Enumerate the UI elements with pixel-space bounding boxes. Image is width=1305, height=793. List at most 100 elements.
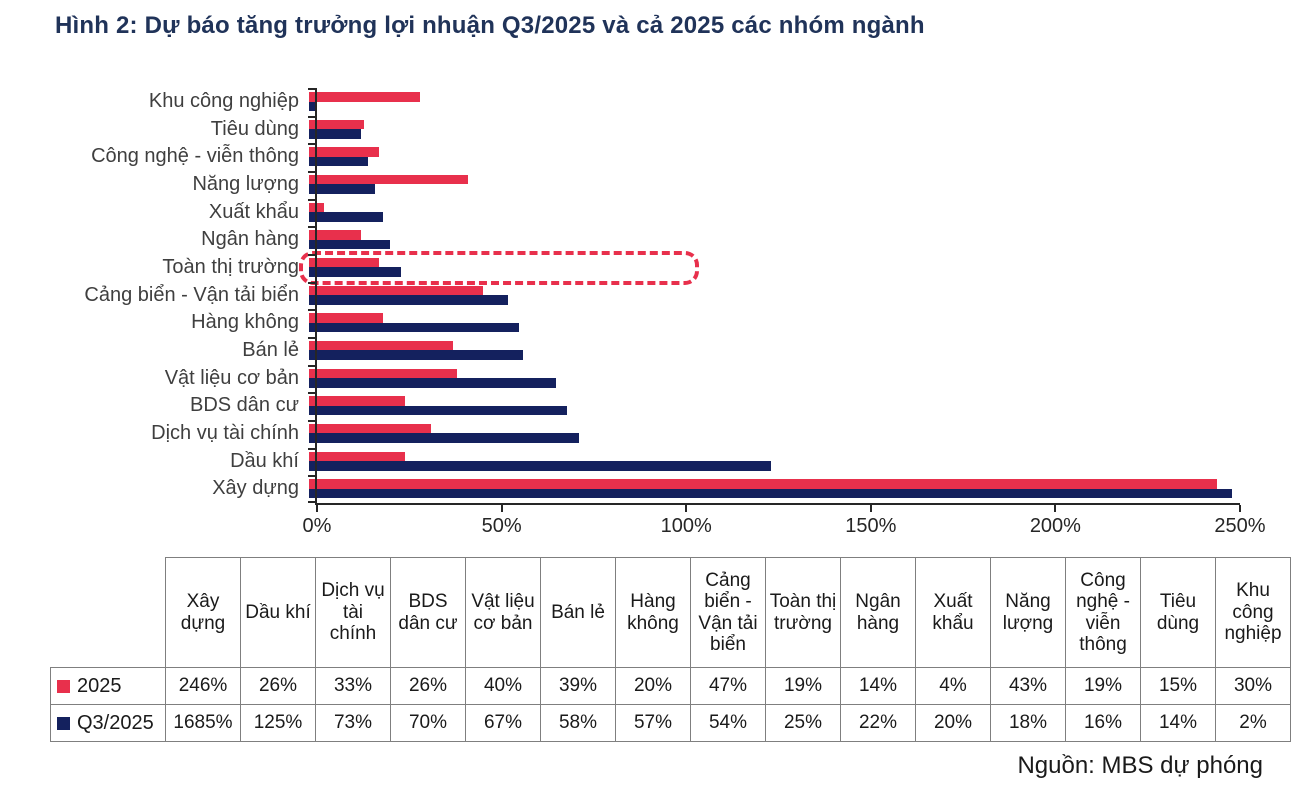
bar-group [309,199,1250,227]
table-value-cell: 18% [990,704,1066,742]
table-value-cell: 40% [465,667,541,705]
category-label: Hàng không [191,311,299,334]
category-label: Xuất khẩu [208,200,299,223]
category-label: Dịch vụ tài chính [151,421,299,444]
table-value-cell: 14% [840,667,916,705]
table-value-cell: 47% [690,667,766,705]
bar-q3-2025 [309,239,391,250]
table-column-header: Xuất khẩu [915,557,991,668]
bar-group [309,116,1250,144]
series-legend-cell: Q3/2025 [50,704,166,742]
x-axis-line [315,503,1240,505]
table-value-cell: 1685% [165,704,241,742]
chart-row: Xuất khẩu [40,199,1250,227]
chart-row: Vật liệu cơ bản [40,365,1250,393]
table-value-cell: 54% [690,704,766,742]
table-value-cell: 33% [315,667,391,705]
table-value-cell: 14% [1140,704,1216,742]
legend-swatch [57,679,70,693]
category-label: Tiêu dùng [210,117,299,140]
table-column-header: Hàng không [615,557,691,668]
chart-row: Công nghệ - viễn thông [40,143,1250,171]
bar-2025 [309,202,324,213]
bar-2025 [309,285,483,296]
category-label: Dầu khí [230,449,299,472]
table-column-header: Tiêu dùng [1140,557,1216,668]
bar-2025 [309,340,453,351]
table-value-cell: 43% [990,667,1066,705]
bar-2025 [309,147,380,157]
series-legend-cell: 2025 [50,667,166,705]
bar-2025 [309,313,383,323]
x-axis-tick [1054,505,1057,512]
x-axis-tick-label: 250% [1214,515,1266,537]
bar-group [309,365,1250,393]
bar-2025 [309,174,468,185]
chart-row: Dịch vụ tài chính [40,420,1250,448]
table-value-cell: 67% [465,704,541,742]
chart-row: Xây dựng [40,475,1250,503]
bar-q3-2025 [309,350,524,360]
table-column-header: Toàn thị trường [765,557,841,668]
table-column-header: Bán lẻ [540,557,616,668]
x-axis-tick-label: 200% [1029,515,1081,537]
bar-group [299,250,1250,285]
table-value-cell: 73% [315,704,391,742]
chart-row: Toàn thị trường [40,250,1250,285]
bar-group [309,475,1250,503]
x-axis-tick [500,505,503,512]
bar-q3-2025 [309,433,579,443]
bar-2025 [309,423,431,434]
bar-q3-2025 [309,101,317,111]
category-label: BDS dân cư [190,394,299,417]
table-column-header: Xây dựng [165,557,241,668]
bar-q3-2025 [309,156,369,167]
legend-swatch [57,716,70,730]
series-label: Q3/2025 [77,711,154,734]
table-value-cell: 246% [165,667,241,705]
table-column-header: Vật liệu cơ bản [465,557,541,668]
table-value-cell: 125% [240,704,316,742]
x-axis-tick [316,505,318,512]
bar-q3-2025 [309,405,568,416]
table-value-cell: 4% [915,667,991,705]
table-value-cell: 70% [390,704,466,742]
x-axis-tick [869,505,872,512]
table-header-row: Xây dựng Dầu khí Dịch vụ tài chính BDS dân … [51,557,1291,668]
table-value-cell: 2% [1215,704,1291,742]
chart-row: Bán lẻ [40,337,1250,365]
x-axis-tick-label: 0% [302,515,332,537]
bar-q3-2025 [309,488,1232,499]
forecast-table: Xây dựng Dầu khí Dịch vụ tài chính BDS dân … [50,557,1291,742]
table-value-cell: 20% [615,667,691,705]
table-value-cell: 26% [240,667,316,705]
series-label: 2025 [77,674,122,697]
source-note: Nguồn: MBS dự phóng [1017,752,1263,779]
chart-row: Khu công nghiệp [40,88,1250,116]
bar-group [309,226,1250,254]
chart-row: Hàng không [40,309,1250,337]
category-label: Xây dựng [212,477,299,500]
category-label: Bán lẻ [242,338,299,361]
table-value-cell: 58% [540,704,616,742]
table-value-cell: 25% [765,704,841,742]
bar-q3-2025 [309,129,361,139]
table-value-cell: 19% [765,667,841,705]
chart-row: Dầu khí [40,448,1250,476]
bar-q3-2025 [309,378,557,388]
bar-2025 [309,119,365,130]
figure-title: Hình 2: Dự báo tăng trưởng lợi nhuận Q3/… [55,12,925,39]
bar-group [309,392,1250,420]
table-value-cell: 19% [1065,667,1141,705]
bar-q3-2025 [309,295,509,305]
bar-group [309,171,1250,199]
table-body: 2025 246% 26% 33% 26% 40% 39% 20% 47% 19% 14% 4% 43%… [50,667,1291,742]
table-column-header: Dịch vụ tài chính [315,557,391,668]
table-column-header: Cảng biển - Vận tải biển [690,557,766,668]
category-label: Ngân hàng [201,228,299,251]
x-axis-tick [1239,505,1241,512]
table-value-cell: 22% [840,704,916,742]
category-label: Cảng biển - Vận tải biển [84,283,299,306]
bar-2025 [309,92,420,102]
